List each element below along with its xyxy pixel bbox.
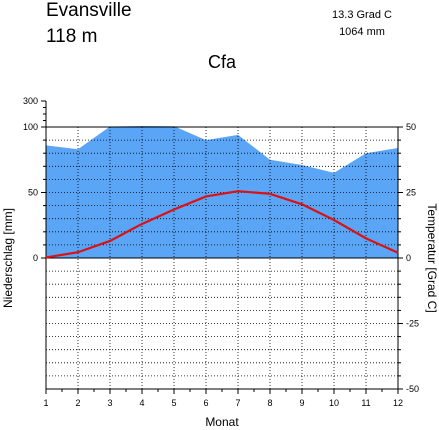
- temp-tick-label: -25: [406, 319, 419, 329]
- station-name: Evansville: [46, 0, 132, 21]
- annual-precipitation: 1064 mm: [339, 26, 385, 38]
- x-tick-label: 6: [203, 398, 208, 408]
- x-tick-label: 12: [393, 398, 403, 408]
- precip-tick-label: 0: [33, 253, 38, 263]
- x-tick-label: 4: [139, 398, 144, 408]
- x-tick-label: 1: [43, 398, 48, 408]
- left-axis-label: Niederschlag [mm]: [1, 208, 15, 308]
- temp-tick-label: 0: [406, 253, 411, 263]
- precip-tick-label: 100: [23, 122, 38, 132]
- precip-tick-label: 50: [28, 188, 38, 198]
- right-axis-label: Temperatur [Grad C]: [425, 203, 439, 312]
- station-elevation: 118 m: [46, 26, 97, 47]
- mean-temperature: 13.3 Grad C: [332, 9, 392, 21]
- x-tick-label: 7: [235, 398, 240, 408]
- temp-tick-label: -50: [406, 384, 419, 394]
- x-tick-label: 9: [299, 398, 304, 408]
- x-tick-label: 10: [329, 398, 339, 408]
- x-tick-label: 3: [107, 398, 112, 408]
- temperature-line: [45, 190, 399, 259]
- x-axis-label: Monat: [205, 415, 239, 429]
- x-tick-label: 8: [267, 398, 272, 408]
- grid: [46, 127, 398, 389]
- temp-tick-label: 50: [406, 122, 416, 132]
- x-tick-label: 2: [75, 398, 80, 408]
- x-tick-label: 11: [361, 398, 370, 408]
- precip-tick-label: 300: [23, 96, 38, 106]
- climate-classification: Cfa: [208, 52, 237, 72]
- temp-tick-label: 25: [406, 188, 416, 198]
- precipitation-area: [46, 125, 398, 259]
- x-tick-label: 5: [171, 398, 176, 408]
